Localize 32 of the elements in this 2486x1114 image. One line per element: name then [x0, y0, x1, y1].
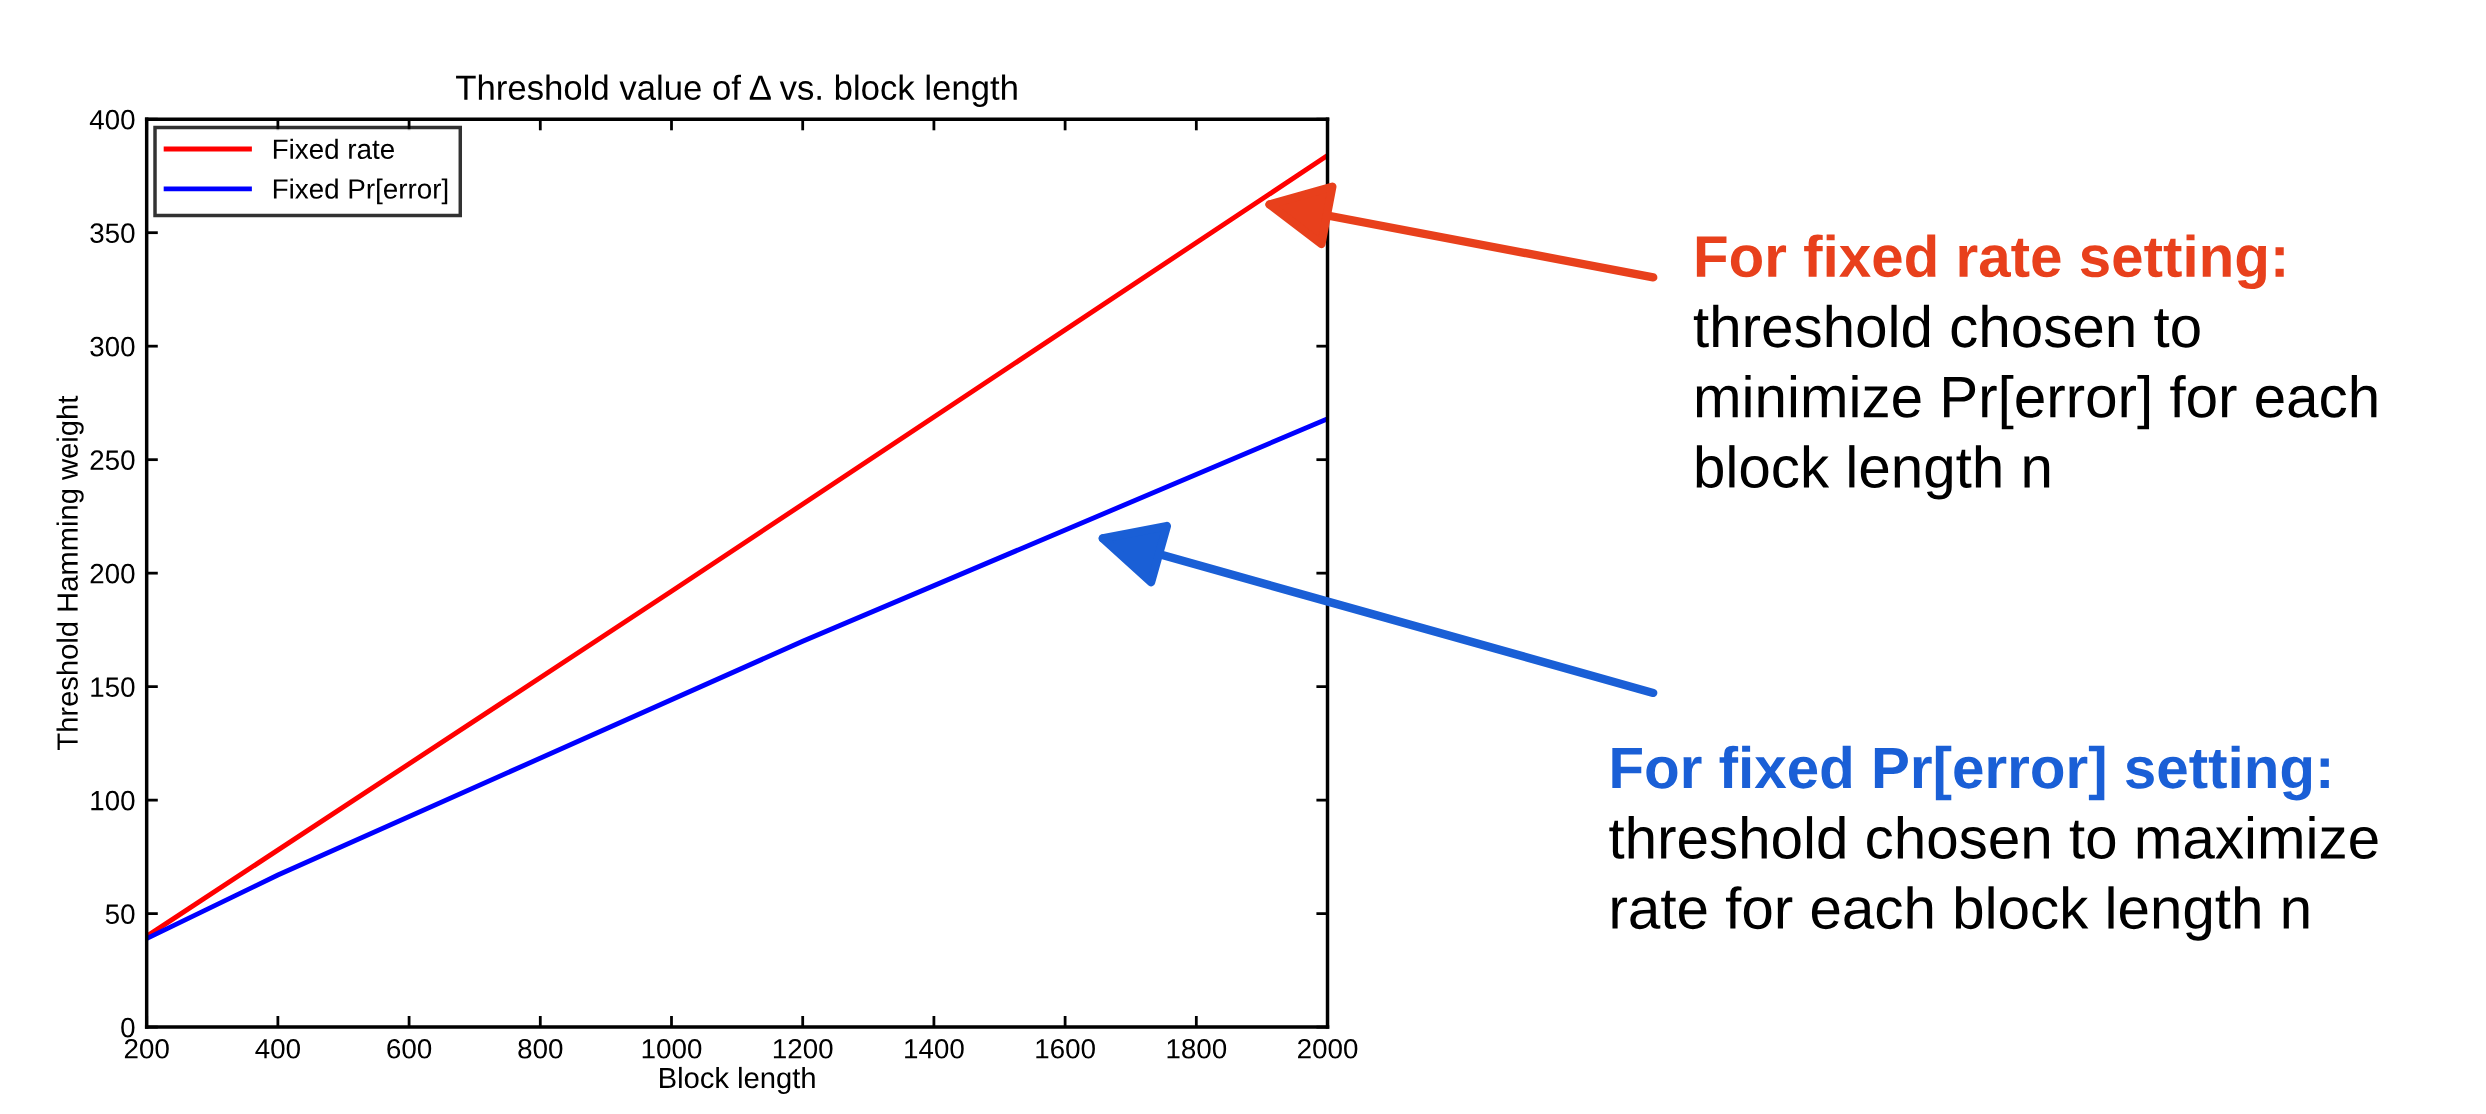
y-tick-label: 50 [105, 904, 135, 924]
line-series [146, 416, 1328, 942]
x-axis-title: Block length [660, 1066, 815, 1095]
text: threshold chosen to maximize [1609, 816, 2378, 859]
y-tick-label: 100 [91, 790, 135, 811]
text: For fixed rate setting: [1696, 234, 2284, 290]
y-tick-label: 0 [121, 1017, 135, 1038]
x-tick-label: 1000 [642, 1038, 702, 1059]
y-tick-label: 400 [89, 109, 135, 130]
x-tick-label: 1200 [773, 1038, 833, 1059]
text: For fixed Pr[error] setting: [1612, 745, 2329, 801]
x-tick-label: 1600 [1036, 1038, 1095, 1059]
x-tick-label: 2000 [1298, 1038, 1358, 1059]
y-tick-label: 300 [90, 336, 135, 357]
x-tick-label: 800 [518, 1038, 563, 1059]
text: block length n [1696, 445, 2050, 500]
legend-label: Fixed rate [273, 138, 394, 160]
y-axis-title: Threshold Hamming weight [56, 395, 84, 750]
text: minimize Pr[error] for each [1696, 374, 2377, 430]
legend-label: Fixed Pr[error] [273, 178, 448, 205]
x-tick-label: 400 [255, 1038, 300, 1059]
x-tick-label: 1400 [905, 1038, 964, 1059]
text: rate for each block length n [1612, 886, 2309, 941]
x-tick-label: 1800 [1167, 1038, 1227, 1059]
y-tick-label: 200 [90, 563, 135, 584]
x-tick-label: 600 [387, 1038, 432, 1059]
text: threshold chosen to [1693, 304, 2200, 348]
y-tick-label: 350 [90, 223, 135, 244]
chart-title: Threshold value of Δ vs. block length [456, 74, 1017, 107]
x-tick-label: 200 [124, 1038, 169, 1059]
y-tick-label: 150 [91, 677, 135, 697]
y-tick-label: 250 [90, 450, 135, 470]
